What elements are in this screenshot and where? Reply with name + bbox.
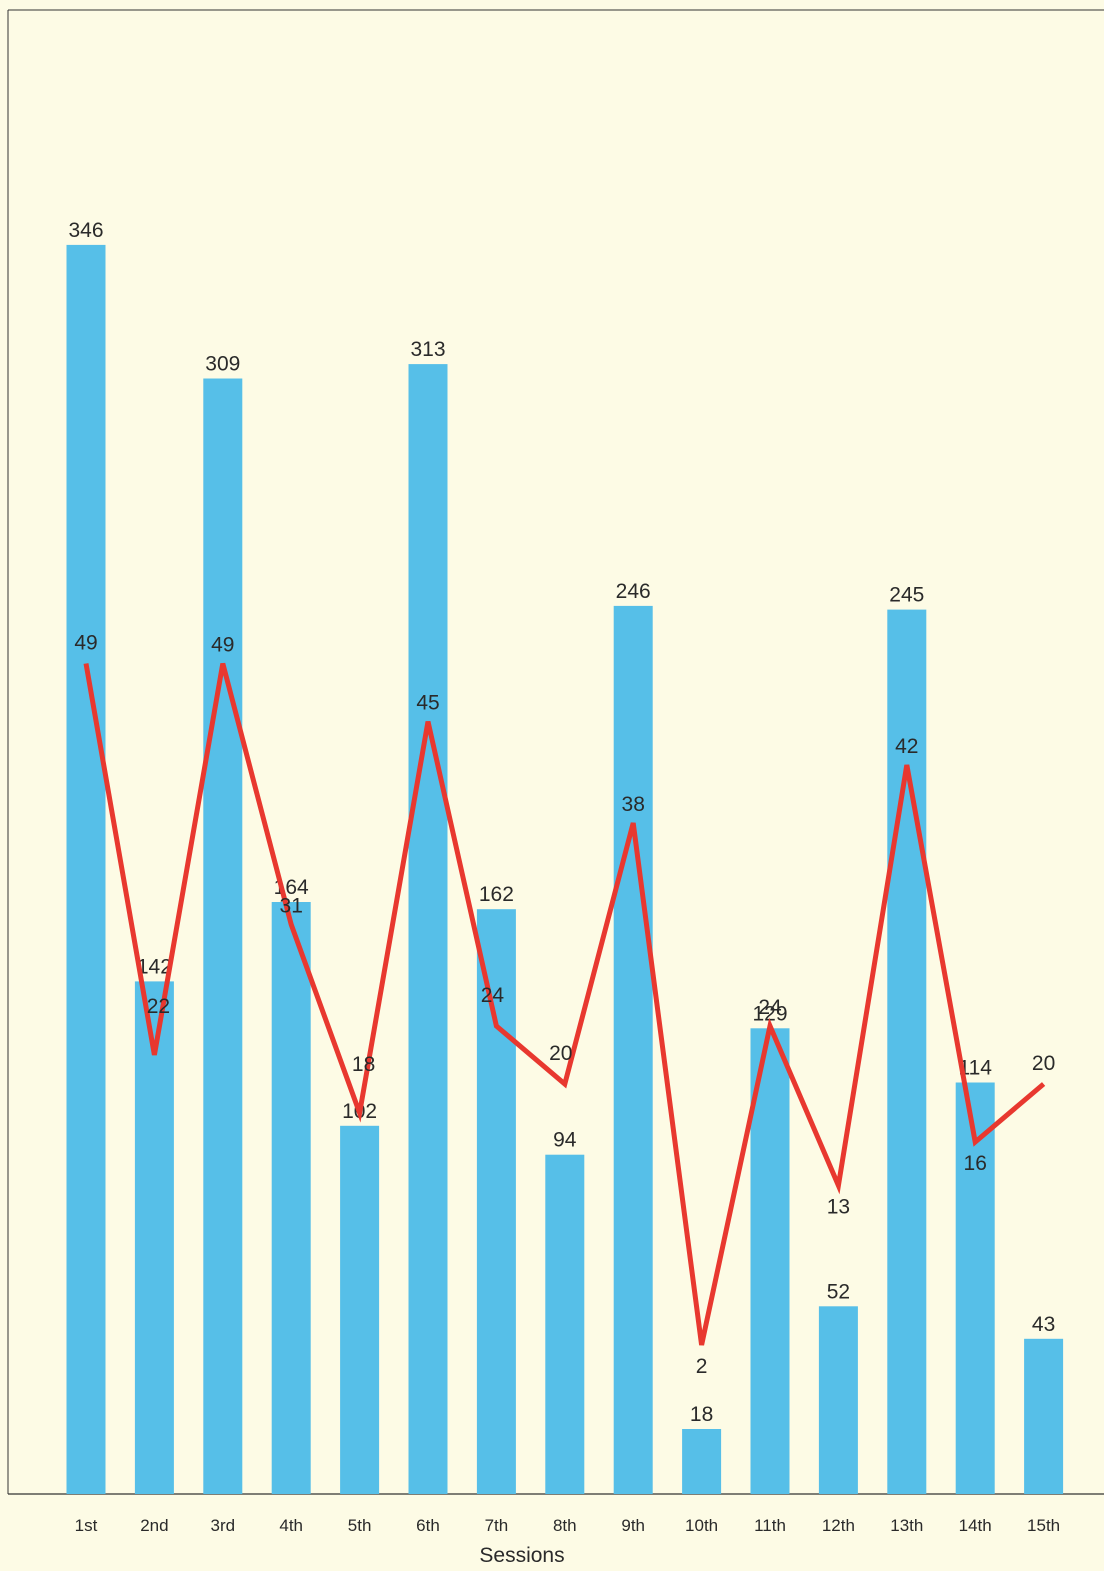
x-tick-label: 14th: [959, 1516, 992, 1535]
bar-11th: [750, 1028, 790, 1494]
bar-value-label: 313: [410, 338, 445, 361]
line-value-label: 31: [280, 895, 303, 918]
bar-6th: [408, 364, 448, 1495]
bar-8th: [545, 1154, 585, 1494]
x-tick-label: 12th: [822, 1516, 855, 1535]
line-value-label: 20: [549, 1042, 572, 1065]
line-value-label: 16: [964, 1152, 987, 1175]
line-value-label: 18: [352, 1053, 375, 1076]
bar-4th: [271, 902, 311, 1494]
bar-series: [66, 244, 1064, 1495]
bar-value-label: 94: [553, 1129, 577, 1152]
bar-7th: [476, 909, 516, 1494]
bar-15th: [1024, 1338, 1064, 1494]
bar-value-label: 43: [1032, 1313, 1055, 1336]
line-value-label: 38: [622, 793, 645, 816]
bar-value-label: 346: [68, 219, 103, 242]
line-value-label: 42: [895, 735, 918, 758]
bar-value-label: 129: [752, 1002, 787, 1025]
bar-5th: [340, 1125, 380, 1494]
x-tick-label: 9th: [621, 1516, 645, 1535]
bar-value-label: 18: [690, 1403, 713, 1426]
line-value-label: 24: [481, 984, 505, 1007]
line-value-label: 49: [211, 634, 234, 657]
x-tick-label: 6th: [416, 1516, 440, 1535]
line-value-label: 49: [74, 632, 97, 655]
x-tick-label: 5th: [348, 1516, 372, 1535]
line-value-label: 13: [827, 1196, 850, 1219]
x-tick-label: 8th: [553, 1516, 577, 1535]
x-tick-label: 3rd: [211, 1516, 236, 1535]
x-tick-label: 7th: [485, 1516, 509, 1535]
x-tick-labels: 1st 2nd 3rd 4th 5th 6th 7th 8th 9th 10th 11th 12th 1…: [75, 1516, 1060, 1535]
line-value-label: 2: [696, 1355, 708, 1378]
bar-14th: [955, 1082, 995, 1494]
x-tick-label: 11th: [754, 1516, 786, 1535]
bar-value-label: 142: [137, 955, 172, 978]
line-series: [83, 662, 1046, 1346]
bar-value-label: 52: [827, 1280, 850, 1303]
bar-12th: [818, 1306, 858, 1494]
line-value-label: 24: [758, 996, 782, 1019]
line-value-labels: 49 22 49 31 18 45 24 20 38 2 24 13 42 16 20: [74, 632, 1055, 1379]
bar-9th: [613, 605, 653, 1494]
line-value-label: 22: [147, 995, 170, 1018]
x-tick-label: 10th: [685, 1516, 718, 1535]
x-tick-label: 1st: [75, 1516, 98, 1535]
bar-1st: [66, 244, 106, 1494]
x-tick-label: 13th: [890, 1516, 923, 1535]
bar-value-label: 246: [616, 580, 651, 603]
line-value-label: 45: [416, 692, 439, 715]
x-axis-title: Sessions: [479, 1544, 564, 1566]
bar-value-label: 245: [889, 584, 924, 607]
bar-value-label: 114: [958, 1057, 992, 1080]
bar-value-label: 162: [479, 883, 514, 906]
bar-13th: [887, 609, 927, 1494]
x-tick-label: 4th: [279, 1516, 303, 1535]
bar-2nd: [134, 981, 174, 1494]
line-value-label: 20: [1032, 1052, 1055, 1075]
bar-3rd: [203, 378, 243, 1494]
bar-10th: [682, 1429, 722, 1494]
x-tick-label: 2nd: [140, 1516, 168, 1535]
x-tick-label: 15th: [1027, 1516, 1060, 1535]
bar-value-label: 309: [205, 353, 240, 376]
